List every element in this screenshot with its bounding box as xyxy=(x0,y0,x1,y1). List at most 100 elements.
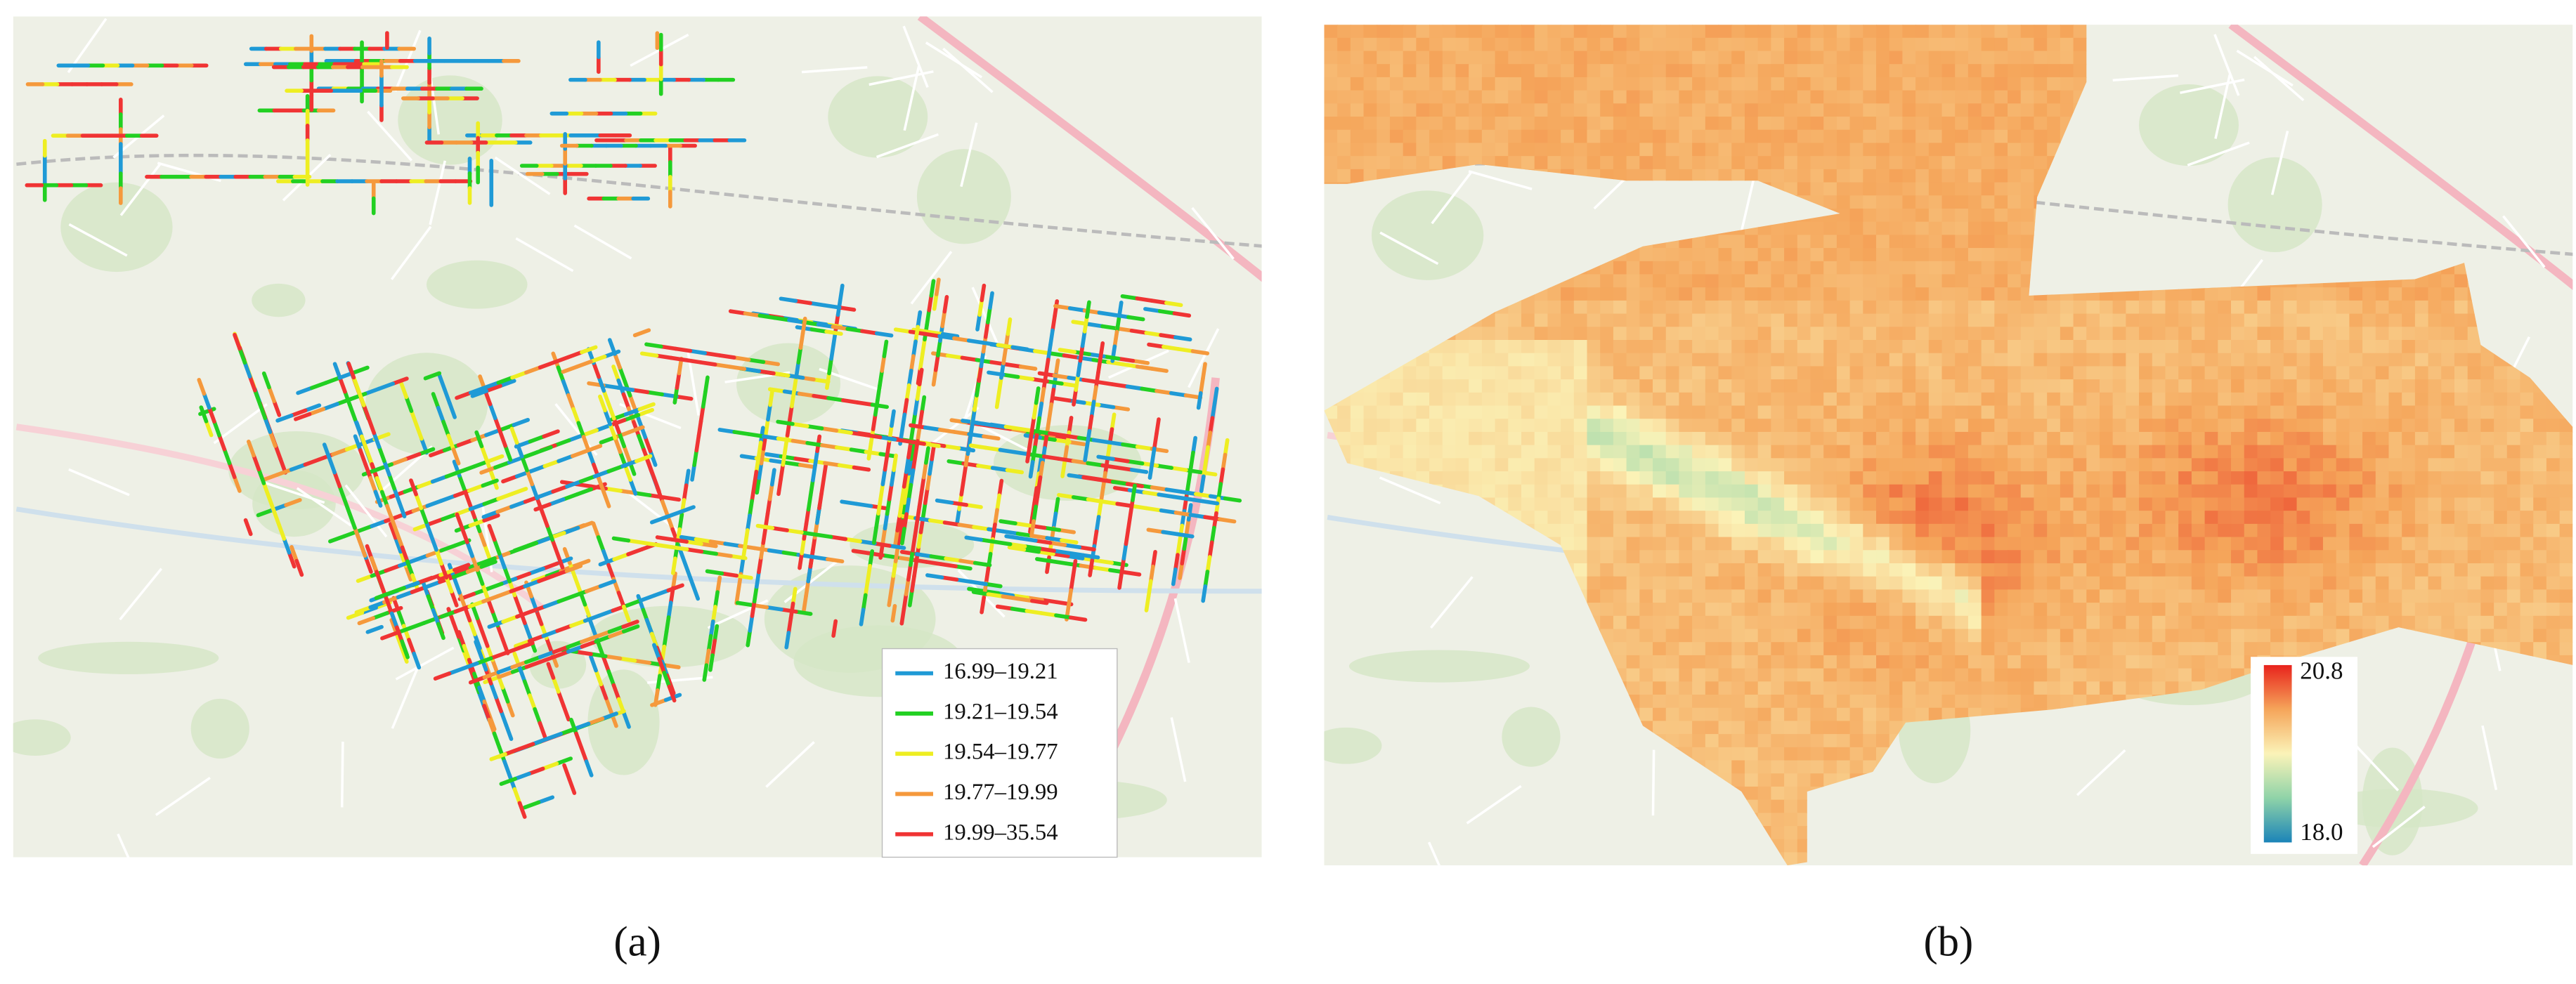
road-segment xyxy=(1116,356,1136,363)
raster-cell xyxy=(1481,379,1496,393)
road-segment xyxy=(621,619,639,629)
raster-cell xyxy=(1994,419,2008,433)
road-segment xyxy=(900,526,906,546)
raster-cell xyxy=(1981,274,1996,289)
raster-cell xyxy=(1771,366,1785,381)
raster-cell xyxy=(1849,143,1864,157)
road-segment xyxy=(569,619,587,628)
road-segment xyxy=(1110,480,1130,486)
map-a xyxy=(13,16,1262,858)
raster-cell xyxy=(1771,64,1785,78)
raster-cell xyxy=(2520,392,2535,407)
raster-cell xyxy=(1994,37,2008,52)
raster-cell xyxy=(1928,103,1943,117)
raster-cell xyxy=(1416,90,1431,105)
raster-cell xyxy=(1679,340,1693,354)
raster-cell xyxy=(2428,327,2442,341)
raster-cell xyxy=(1469,64,1483,78)
raster-cell xyxy=(1731,129,1745,144)
raster-cell xyxy=(1561,392,1575,407)
road-segment xyxy=(258,402,268,421)
road-segment xyxy=(825,557,845,564)
raster-cell xyxy=(1639,405,1653,420)
street xyxy=(68,468,130,497)
raster-cell xyxy=(2165,379,2180,393)
raster-cell xyxy=(1613,379,1627,393)
raster-cell xyxy=(1718,117,1733,131)
raster-cell xyxy=(1955,248,1969,262)
road-segment xyxy=(831,324,850,332)
road-segment xyxy=(864,433,883,440)
road-segment xyxy=(819,426,839,433)
raster-cell xyxy=(1757,392,1772,407)
raster-cell xyxy=(1863,392,1877,407)
road-segment xyxy=(601,383,620,390)
raster-cell xyxy=(1561,405,1575,420)
road-segment xyxy=(538,650,557,660)
raster-cell xyxy=(2112,366,2127,381)
road-segment xyxy=(317,452,335,462)
road-segment xyxy=(885,438,892,457)
raster-cell xyxy=(1967,431,1982,446)
raster-cell xyxy=(1744,327,1759,341)
raster-cell xyxy=(1757,261,1772,275)
raster-cell xyxy=(1744,51,1759,65)
raster-cell xyxy=(2152,366,2166,381)
raster-cell xyxy=(1941,143,1956,157)
road-segment xyxy=(612,552,630,562)
raster-cell xyxy=(1626,327,1641,341)
road-segment xyxy=(1067,416,1074,435)
raster-cell xyxy=(1836,431,1851,446)
road-segment xyxy=(534,608,544,627)
raster-cell xyxy=(2034,327,2048,341)
road-segment xyxy=(880,526,887,546)
raster-cell xyxy=(1863,64,1877,78)
raster-cell xyxy=(2506,419,2521,433)
road-segment xyxy=(525,468,535,487)
raster-cell xyxy=(1836,64,1851,78)
raster-cell xyxy=(1705,274,1719,289)
raster-cell xyxy=(1573,274,1588,289)
raster-cell xyxy=(2244,419,2258,433)
raster-cell xyxy=(1653,327,1667,341)
river xyxy=(15,506,1262,594)
raster-cell xyxy=(2020,117,2035,131)
raster-cell xyxy=(1915,366,1930,381)
raster-cell xyxy=(1534,51,1549,65)
road-segment xyxy=(606,669,616,688)
raster-cell xyxy=(1981,37,1996,52)
raster-cell xyxy=(1718,143,1733,157)
road-segment xyxy=(1100,324,1119,331)
road-segment xyxy=(667,684,677,703)
road-segment xyxy=(569,717,578,736)
road-segment xyxy=(804,507,811,527)
raster-cell xyxy=(1744,235,1759,249)
road-segment xyxy=(392,486,402,505)
raster-cell xyxy=(2296,353,2311,367)
road-segment xyxy=(646,461,656,480)
road-segment xyxy=(451,570,470,579)
road-segment xyxy=(396,590,415,600)
raster-cell xyxy=(2336,419,2350,433)
raster-cell xyxy=(1784,235,1798,249)
raster-cell xyxy=(2441,300,2455,315)
raster-cell xyxy=(1679,117,1693,131)
road-segment xyxy=(1203,570,1210,589)
raster-cell xyxy=(1863,248,1877,262)
raster-cell xyxy=(2494,419,2508,433)
road-segment xyxy=(520,454,529,473)
road-segment xyxy=(468,501,487,511)
raster-cell xyxy=(1429,25,1443,39)
road-segment xyxy=(370,519,388,528)
raster-cell xyxy=(1810,156,1825,170)
road-segment xyxy=(1203,515,1222,522)
raster-cell xyxy=(2480,392,2495,407)
road-segment xyxy=(465,565,484,575)
raster-cell xyxy=(1757,169,1772,183)
raster-cell xyxy=(1587,419,1601,433)
raster-cell xyxy=(1849,353,1864,367)
raster-cell xyxy=(1705,117,1719,131)
road-segment xyxy=(484,458,494,476)
street xyxy=(119,568,163,621)
raster-cell xyxy=(2362,392,2376,407)
